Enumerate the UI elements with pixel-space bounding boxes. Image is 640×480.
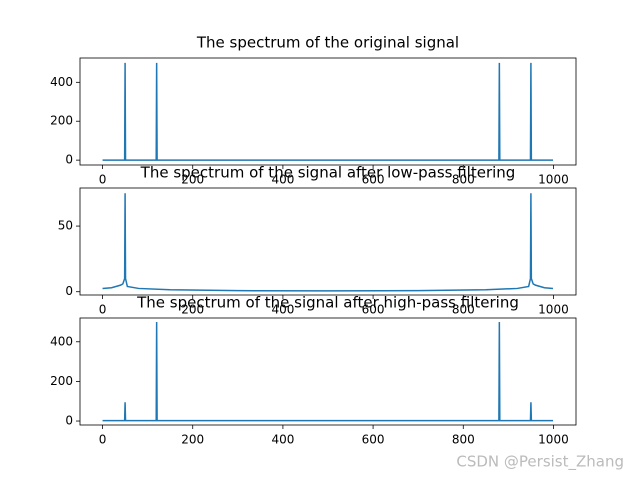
- x-tick-label: 800: [452, 173, 475, 187]
- axes-frame: [79, 187, 577, 296]
- x-tick-label: 600: [362, 433, 385, 447]
- x-tick-label: 800: [452, 303, 475, 317]
- y-tick-label: 400: [50, 75, 73, 89]
- x-tick-label: 600: [362, 173, 385, 187]
- chart-title: The spectrum of the original signal: [196, 34, 459, 52]
- spectrum-line: [102, 62, 553, 161]
- axes-frame: [79, 57, 577, 166]
- spectrum-line: [102, 193, 554, 292]
- watermark: CSDN @Persist_Zhang: [456, 453, 624, 472]
- x-tick-label: 1000: [538, 433, 569, 447]
- y-tick-label: 0: [65, 153, 73, 167]
- x-tick-label: 1000: [538, 303, 569, 317]
- x-tick-label: 0: [99, 433, 107, 447]
- chart-title: The spectrum of the signal after high-pa…: [136, 294, 519, 312]
- x-tick-label: 200: [181, 433, 204, 447]
- x-tick-label: 0: [99, 303, 107, 317]
- x-tick-label: 200: [181, 173, 204, 187]
- chart-title: The spectrum of the signal after low-pas…: [140, 164, 516, 182]
- x-tick-label: 400: [271, 433, 294, 447]
- spectrum-line: [102, 321, 553, 422]
- x-tick-label: 600: [362, 303, 385, 317]
- y-tick-label: 200: [50, 114, 73, 128]
- y-tick-label: 50: [58, 219, 73, 233]
- y-tick-label: 0: [65, 284, 73, 298]
- y-tick-label: 400: [50, 334, 73, 348]
- y-tick-label: 200: [50, 374, 73, 388]
- x-tick-label: 400: [271, 303, 294, 317]
- x-tick-label: 800: [452, 433, 475, 447]
- x-tick-label: 200: [181, 303, 204, 317]
- x-tick-label: 400: [271, 173, 294, 187]
- x-tick-label: 0: [99, 173, 107, 187]
- x-tick-label: 1000: [538, 173, 569, 187]
- axes-frame: [79, 317, 577, 426]
- y-tick-label: 0: [65, 414, 73, 428]
